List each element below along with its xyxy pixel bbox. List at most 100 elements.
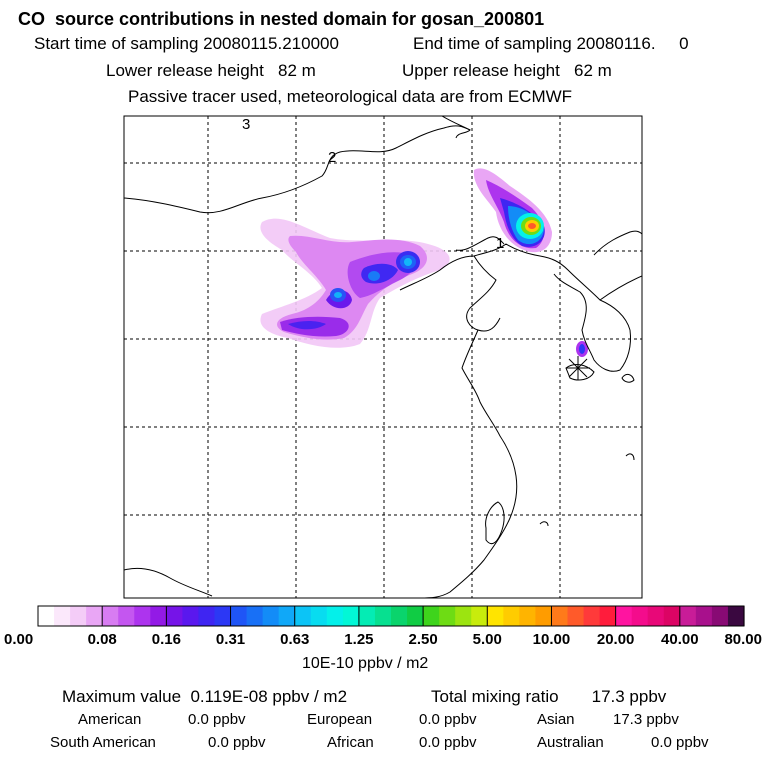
marker-label-3: 3 xyxy=(242,116,250,133)
colorbar-cell xyxy=(294,606,312,626)
start-time-label: Start time of sampling 20080115.210000 xyxy=(34,34,339,53)
coast-korea xyxy=(553,273,631,372)
upper-release-height-label: Upper release height 62 m xyxy=(402,61,612,80)
coast-japan-sea xyxy=(599,275,642,301)
colorbar-cell xyxy=(727,606,745,626)
chart-title: CO source contributions in nested domain… xyxy=(18,9,545,29)
coastlines xyxy=(124,116,642,598)
colorbar-tick-label: 40.00 xyxy=(661,631,699,648)
plume-core-mid xyxy=(368,271,380,281)
colorbar-cell xyxy=(374,606,392,626)
colorbar-cell xyxy=(214,606,232,626)
colorbar-cell xyxy=(326,606,344,626)
european-value: 0.0 ppbv xyxy=(419,711,477,728)
colorbar-tick-label: 0.00 xyxy=(4,631,34,648)
colorbar-cell xyxy=(615,606,633,626)
colorbar xyxy=(37,605,745,627)
coast-islet-3 xyxy=(539,521,549,527)
colorbar-cell xyxy=(599,606,617,626)
tracer-note: Passive tracer used, meteorological data… xyxy=(128,87,573,106)
colorbar-cell xyxy=(358,606,376,626)
european-label: European xyxy=(307,711,373,728)
border-mongolia xyxy=(124,125,471,214)
colorbar-cell xyxy=(519,606,537,626)
south-american-value: 0.0 ppbv xyxy=(208,734,266,751)
colorbar-cell xyxy=(503,606,520,626)
border-korea-north xyxy=(399,243,631,331)
colorbar-cell xyxy=(230,606,248,626)
coast-china-east xyxy=(419,329,518,598)
colorbar-frame xyxy=(37,605,745,627)
south-american-label: South American xyxy=(50,734,156,751)
colorbar-tick-label: 2.50 xyxy=(408,631,438,648)
maximum-value: Maximum value 0.119E-08 ppbv / m2 xyxy=(62,687,348,706)
american-value: 0.0 ppbv xyxy=(188,711,246,728)
american-label: American xyxy=(78,711,142,728)
receptor-star-icon xyxy=(566,356,590,380)
colorbar-cell xyxy=(262,606,280,626)
colorbar-cell xyxy=(342,606,360,626)
plume-core-east-inner xyxy=(404,258,412,266)
colorbar-cell xyxy=(487,606,504,626)
colorbar-cell xyxy=(695,606,713,626)
colorbar-cell xyxy=(182,606,200,626)
asian-label: Asian xyxy=(537,711,575,728)
plume-core-west-inner xyxy=(334,292,342,298)
colorbar-cell xyxy=(246,606,264,626)
coast-south-west xyxy=(124,567,213,597)
colorbar-cell xyxy=(54,606,71,626)
colorbar-cell xyxy=(70,606,87,626)
colorbar-cell xyxy=(647,606,665,626)
colorbar-cell xyxy=(102,606,119,626)
colorbar-cell xyxy=(391,606,408,626)
colorbar-cell xyxy=(198,606,216,626)
colorbar-cell xyxy=(38,606,55,626)
colorbar-cell xyxy=(278,606,296,626)
colorbar-tick-label: 20.00 xyxy=(596,631,635,648)
african-label: African xyxy=(327,734,374,751)
colorbar-cell xyxy=(583,606,601,626)
coast-taiwan xyxy=(485,501,505,545)
plume-knot-2 xyxy=(288,321,326,330)
colorbar-cell xyxy=(86,606,103,626)
african-value: 0.0 ppbv xyxy=(419,734,477,751)
receptor-plume-core xyxy=(579,344,585,354)
colorbar-cell xyxy=(134,606,151,626)
colorbar-tick-label: 80.00 xyxy=(724,631,762,648)
colorbar-cell xyxy=(679,606,697,626)
source-contribution-map: 3 2 1 xyxy=(123,115,643,599)
colorbar-cell xyxy=(535,606,553,626)
colorbar-tick-label: 0.63 xyxy=(280,631,310,648)
colorbar-tick-label: 0.08 xyxy=(87,631,117,648)
colorbar-tick-label: 5.00 xyxy=(472,631,502,648)
plume-receptor xyxy=(576,341,588,357)
ne-plume-core xyxy=(528,223,536,229)
colorbar-cell xyxy=(471,606,488,626)
coast-bohai-north xyxy=(455,236,505,251)
colorbar-tick-label: 0.31 xyxy=(215,631,246,648)
colorbar-cell xyxy=(118,606,135,626)
marker-label-2: 2 xyxy=(328,149,336,166)
total-mixing-ratio: Total mixing ratio 17.3 ppbv xyxy=(431,687,667,706)
colorbar-cell xyxy=(407,606,424,626)
plume-inland xyxy=(260,218,450,348)
colorbar-cells xyxy=(38,606,745,626)
australian-label: Australian xyxy=(537,734,604,751)
coast-japan-islet-1 xyxy=(621,373,635,383)
colorbar-cell xyxy=(631,606,649,626)
marker-label-1: 1 xyxy=(496,235,504,252)
colorbar-cell xyxy=(150,606,167,626)
colorbar-cell xyxy=(439,606,456,626)
australian-value: 0.0 ppbv xyxy=(651,734,709,751)
map-frame xyxy=(123,115,643,599)
colorbar-tick-label: 10.00 xyxy=(532,631,571,648)
colorbar-cell xyxy=(166,606,184,626)
coast-northeast xyxy=(593,230,642,256)
colorbar-cell xyxy=(663,606,681,626)
asian-value: 17.3 ppbv xyxy=(613,711,679,728)
colorbar-cell xyxy=(455,606,472,626)
colorbar-cell xyxy=(551,606,569,626)
colorbar-cell xyxy=(310,606,328,626)
end-time-label: End time of sampling 20080116. 0 xyxy=(413,34,689,53)
colorbar-cell xyxy=(711,606,729,626)
